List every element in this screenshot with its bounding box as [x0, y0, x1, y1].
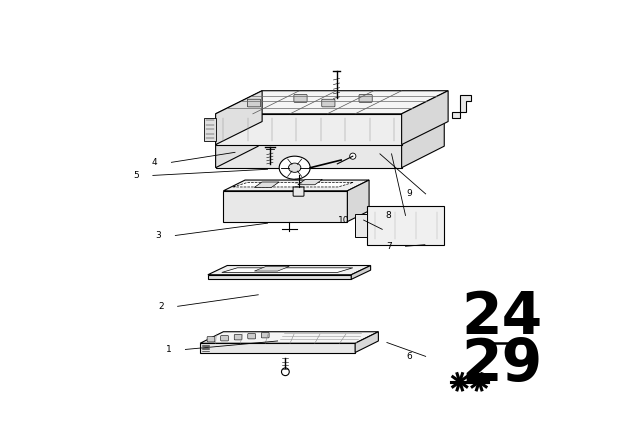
Polygon shape [223, 180, 369, 191]
Text: 5: 5 [133, 171, 139, 180]
FancyBboxPatch shape [234, 335, 242, 340]
Polygon shape [216, 119, 259, 168]
FancyBboxPatch shape [322, 99, 335, 107]
Circle shape [282, 368, 289, 375]
Polygon shape [402, 119, 444, 168]
Text: 7: 7 [386, 242, 392, 251]
Polygon shape [223, 191, 348, 222]
Polygon shape [233, 182, 353, 187]
Text: 24: 24 [461, 289, 543, 346]
FancyBboxPatch shape [207, 336, 215, 342]
Polygon shape [216, 91, 448, 114]
FancyBboxPatch shape [261, 332, 269, 338]
Polygon shape [452, 95, 472, 118]
Polygon shape [351, 266, 371, 280]
FancyBboxPatch shape [359, 95, 372, 102]
Text: 9: 9 [406, 190, 412, 198]
Ellipse shape [289, 163, 301, 172]
Polygon shape [222, 268, 353, 272]
FancyBboxPatch shape [248, 333, 255, 339]
Text: 6: 6 [406, 352, 412, 361]
Polygon shape [367, 206, 444, 245]
Polygon shape [355, 332, 378, 353]
Circle shape [349, 153, 356, 159]
Polygon shape [204, 118, 216, 141]
Polygon shape [298, 179, 323, 185]
Polygon shape [348, 180, 369, 222]
Polygon shape [254, 182, 279, 187]
FancyBboxPatch shape [293, 187, 304, 196]
Polygon shape [254, 267, 289, 271]
Polygon shape [200, 343, 355, 353]
FancyBboxPatch shape [221, 336, 228, 341]
Ellipse shape [279, 156, 310, 179]
Text: 29: 29 [461, 336, 543, 392]
FancyBboxPatch shape [248, 99, 260, 107]
Text: 4: 4 [152, 158, 157, 167]
Polygon shape [208, 266, 371, 275]
Polygon shape [216, 119, 444, 141]
FancyBboxPatch shape [294, 95, 307, 102]
Polygon shape [355, 214, 367, 237]
Text: 2: 2 [158, 302, 164, 311]
Polygon shape [402, 91, 448, 145]
Polygon shape [216, 91, 262, 145]
Text: 10: 10 [338, 215, 349, 224]
Text: 1: 1 [166, 345, 172, 354]
Polygon shape [208, 275, 351, 280]
Polygon shape [200, 332, 378, 343]
Text: 8: 8 [386, 211, 392, 220]
Polygon shape [216, 141, 402, 168]
Polygon shape [216, 114, 402, 145]
Text: 3: 3 [156, 231, 161, 240]
